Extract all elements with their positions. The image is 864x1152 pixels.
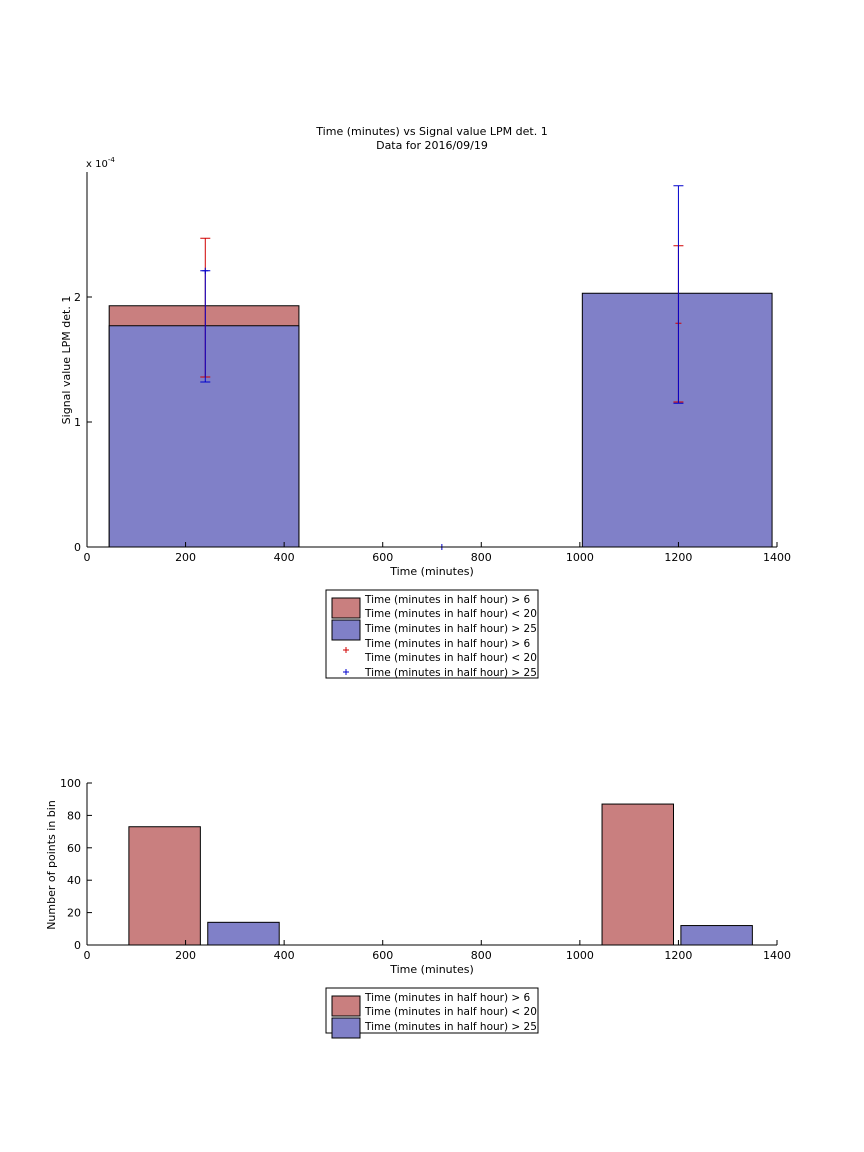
y-tick-label: 2 [74,291,81,304]
x-tick-label: 1000 [566,551,594,564]
y-tick-label: 100 [60,777,81,790]
x-axis-label: Time (minutes) [389,963,474,976]
legend-label: Time (minutes in half hour) > 25 [364,623,537,635]
legend-box [325,987,539,1034]
count-chart: Number of points in bin Time (minutes) 0… [45,777,791,1039]
bars-layer [108,292,773,548]
legend-swatch [331,597,361,619]
x-tick-label: 1200 [664,949,692,962]
x-tick-label: 800 [471,551,492,564]
legend-label: Time (minutes in half hour) < 20 [364,608,537,620]
legend-label: Time (minutes in half hour) > 6 [364,638,531,650]
legend-swatch [331,995,361,1017]
legend-label: Time (minutes in half hour) < 20 [364,652,537,664]
bar-blue-1 [581,292,773,548]
y-tick-label: 80 [67,809,81,822]
error-bar-blue-0 [200,267,211,383]
legend-label: Time (minutes in half hour) < 20 [364,1006,537,1018]
legend-entry-1: Time (minutes in half hour) > 25 [331,1017,537,1039]
y-exponent-label: x 10-4 [86,156,115,170]
x-tick-label: 800 [471,949,492,962]
x-tick-label: 400 [274,949,295,962]
x-tick-label: 600 [372,949,393,962]
y-exponent-base: x 10 [86,159,108,170]
bar-red-1 [601,803,674,946]
x-tick-label: 1000 [566,949,594,962]
error-bars-layer [200,185,684,550]
legend-entry-1: Time (minutes in half hour) > 25 [331,619,537,641]
x-tick-label: 400 [274,551,295,564]
x-tick-label: 0 [84,949,91,962]
y-tick-label: 0 [74,939,81,952]
signal-chart: Time (minutes) vs Signal value LPM det. … [60,125,791,679]
axes-layer: 0 200 400 600 800 1000 1200 1400 0 1 2 [74,172,791,564]
x-tick-label: 200 [175,551,196,564]
bars-layer [128,803,753,946]
chart-title: Time (minutes) vs Signal value LPM det. … [315,125,547,138]
bar-blue-1 [680,925,753,946]
chart-subtitle: Data for 2016/09/19 [376,139,488,152]
y-tick-label: 20 [67,907,81,920]
legend-box [325,589,539,679]
legend-label: Time (minutes in half hour) > 6 [364,594,531,606]
legend: Time (minutes in half hour) > 6 Time (min… [325,589,539,679]
x-tick-label: 0 [84,551,91,564]
x-tick-label: 600 [372,551,393,564]
legend-entry-0: Time (minutes in half hour) > 6 Time (min… [331,594,537,620]
y-tick-label: 0 [74,541,81,554]
legend-entry-3: Time (minutes in half hour) > 25 [343,667,537,679]
legend-entry-2: Time (minutes in half hour) > 6 Time (min… [343,638,537,664]
y-tick-label: 1 [74,416,81,429]
legend-label: Time (minutes in half hour) > 25 [364,1021,537,1033]
y-tick-label: 60 [67,842,81,855]
legend-entry-0: Time (minutes in half hour) > 6 Time (min… [331,992,537,1018]
y-tick-label: 40 [67,874,81,887]
axes-layer: 0 200 400 600 800 1000 1200 1400 0 20 40 60 80 100 [60,777,791,962]
legend-swatch [331,1017,361,1039]
y-axis-label: Signal value LPM det. 1 [60,296,73,425]
legend-label: Time (minutes in half hour) > 25 [364,667,537,679]
error-bar-blue-1 [673,185,684,404]
y-axis-label: Number of points in bin [45,800,58,930]
legend-label: Time (minutes in half hour) > 6 [364,992,531,1004]
bar-blue-0 [108,325,300,548]
x-tick-label: 200 [175,949,196,962]
bar-blue-0 [207,921,280,946]
x-tick-label: 1200 [664,551,692,564]
x-tick-label: 1400 [763,949,791,962]
y-exponent-power: -4 [108,156,116,164]
x-axis-label: Time (minutes) [389,565,474,578]
legend: Time (minutes in half hour) > 6 Time (min… [325,987,539,1039]
legend-swatch [331,619,361,641]
x-tick-label: 1400 [763,551,791,564]
bar-red-0 [128,826,201,946]
